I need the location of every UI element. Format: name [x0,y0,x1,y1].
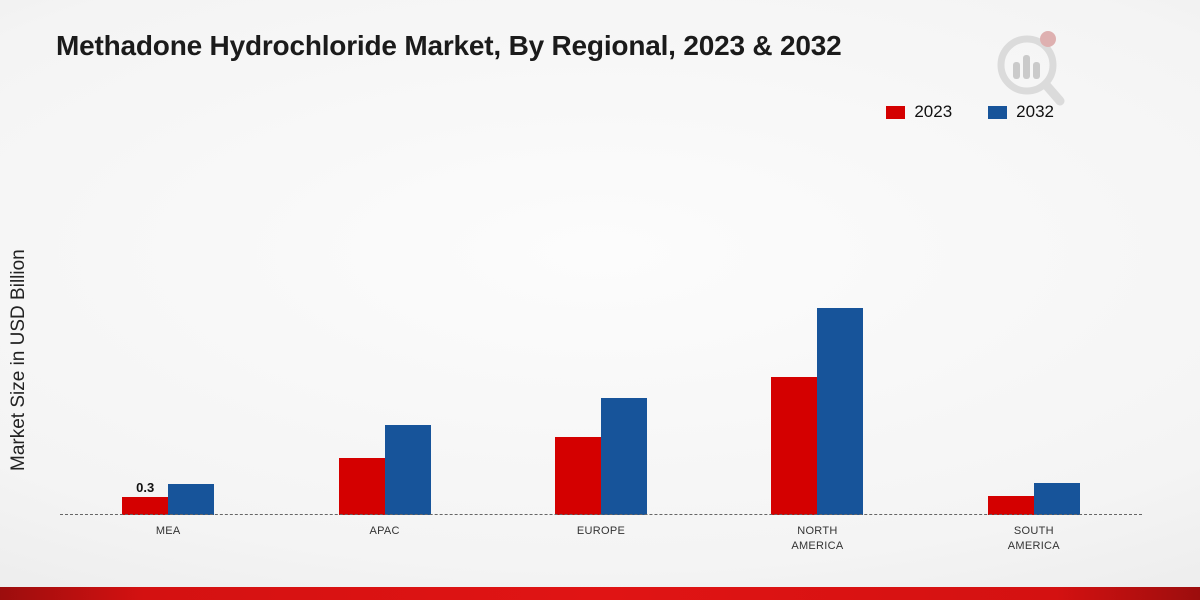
bar-2032-south-america [1033,483,1080,515]
bar-2023-north-america [771,377,818,515]
legend-swatch-2032 [988,105,1008,119]
plot-area: 0.3 MEA APAC EUROPE NORTH AMERICA SOUTH AMERI… [60,140,1142,552]
category-group-apac: APAC [276,140,492,537]
brand-logo-icon [990,26,1068,108]
chart-title: Methadone Hydrochloride Market, By Regio… [56,30,842,61]
category-label-north-america: NORTH AMERICA [791,525,844,553]
footer-accent-bar [0,587,1200,600]
category-label-south-america: SOUTH AMERICA [1007,525,1060,553]
bar-2032-mea [168,484,215,515]
y-axis-label: Market Size in USD Billion [8,249,29,471]
legend-label: 2032 [1016,102,1054,121]
legend-label: 2023 [914,102,953,121]
bar-2023-europe [555,437,602,515]
bar-2023-apac [338,458,385,515]
category-label-europe: EUROPE [576,525,626,537]
bar-pair: 0.3 [122,480,215,515]
category-group-europe: EUROPE [493,140,709,537]
bar-pair [555,398,648,515]
bar-2023-south-america [987,496,1034,515]
legend-item-2023: 2023 [886,102,952,122]
bar-pair [987,483,1080,515]
data-label-mea: 0.3 [136,480,155,495]
bar-pair [338,425,431,515]
legend: 2023 2032 [886,102,1054,122]
bar-2032-apac [384,425,431,515]
bar-2023-mea: 0.3 [122,480,169,515]
bar-pair [771,308,864,515]
legend-item-2032: 2032 [988,102,1054,122]
category-label-apac: APAC [369,525,400,537]
category-group-south-america: SOUTH AMERICA [926,140,1142,552]
x-axis-baseline [60,514,1142,515]
category-group-mea: 0.3 MEA [60,140,276,537]
legend-swatch-2023 [886,105,906,119]
bar-2032-north-america [817,308,864,515]
category-group-north-america: NORTH AMERICA [709,140,925,552]
bar-groups: 0.3 MEA APAC EUROPE NORTH AMERICA SOUTH AMERI… [60,140,1142,552]
bar-2032-europe [601,398,648,515]
category-label-mea: MEA [155,525,181,537]
